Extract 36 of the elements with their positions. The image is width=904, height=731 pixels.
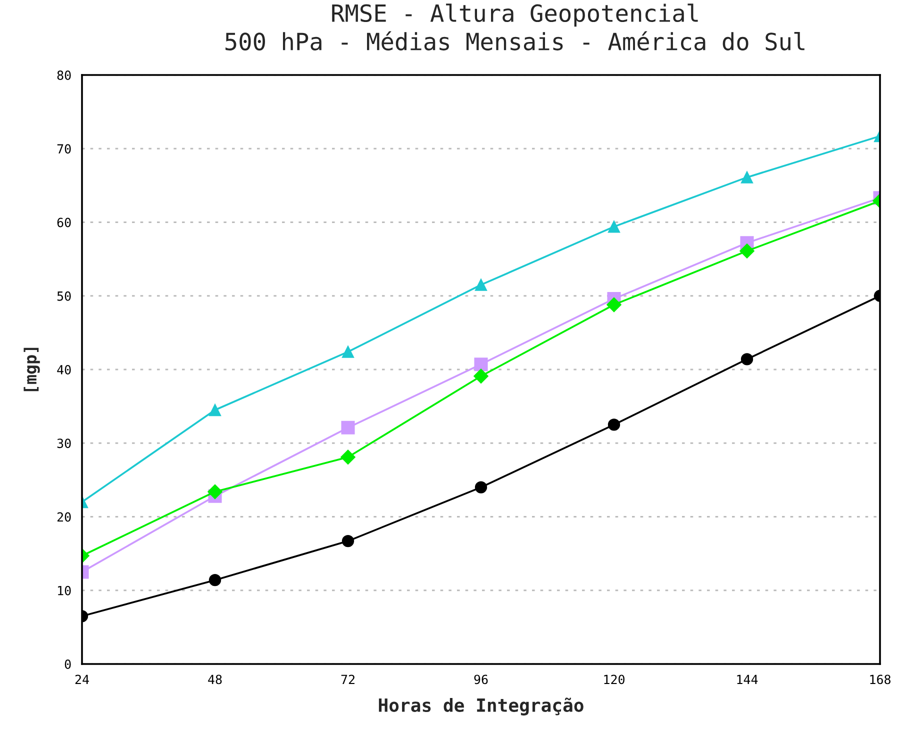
- x-tick-label: 72: [341, 674, 354, 684]
- y-tick-label: 0: [64, 660, 71, 669]
- x-tick-label: 96: [474, 674, 488, 684]
- x-tick-label: 168: [870, 674, 890, 684]
- point: [341, 420, 355, 434]
- point: [608, 418, 620, 431]
- x-tick-label: 120: [604, 674, 624, 684]
- point: [608, 220, 620, 233]
- y-tick-label: 40: [57, 365, 71, 374]
- x-tick-label: 144: [737, 674, 758, 684]
- chart-title: RMSE - Altura Geopotencial 500 hPa - Médias Mensais - América do Sul: [226, 4, 804, 50]
- point: [740, 171, 754, 184]
- y-tick-label: 10: [58, 586, 71, 596]
- point: [740, 353, 754, 366]
- y-tick-label: 60: [57, 218, 71, 228]
- point: [474, 481, 488, 494]
- x-axis-title: Horas de Integração: [378, 698, 584, 716]
- point: [740, 244, 754, 258]
- y-tick-label: 70: [57, 144, 71, 154]
- point: [340, 450, 356, 465]
- point: [208, 484, 222, 500]
- point: [606, 297, 622, 312]
- point: [342, 534, 354, 548]
- y-tick-label: 20: [57, 512, 71, 522]
- point: [208, 404, 222, 416]
- x-tick-label: 24: [75, 674, 89, 684]
- y-tick-label: 50: [57, 291, 71, 301]
- point: [474, 368, 488, 384]
- x-tick-label: 48: [208, 674, 222, 684]
- point: [208, 574, 222, 586]
- point: [474, 278, 488, 291]
- point: [474, 358, 488, 372]
- y-tick-label: 30: [57, 438, 71, 448]
- y-axis-title: [mgp]: [24, 348, 40, 392]
- point: [342, 346, 354, 358]
- y-tick-label: 80: [57, 70, 71, 80]
